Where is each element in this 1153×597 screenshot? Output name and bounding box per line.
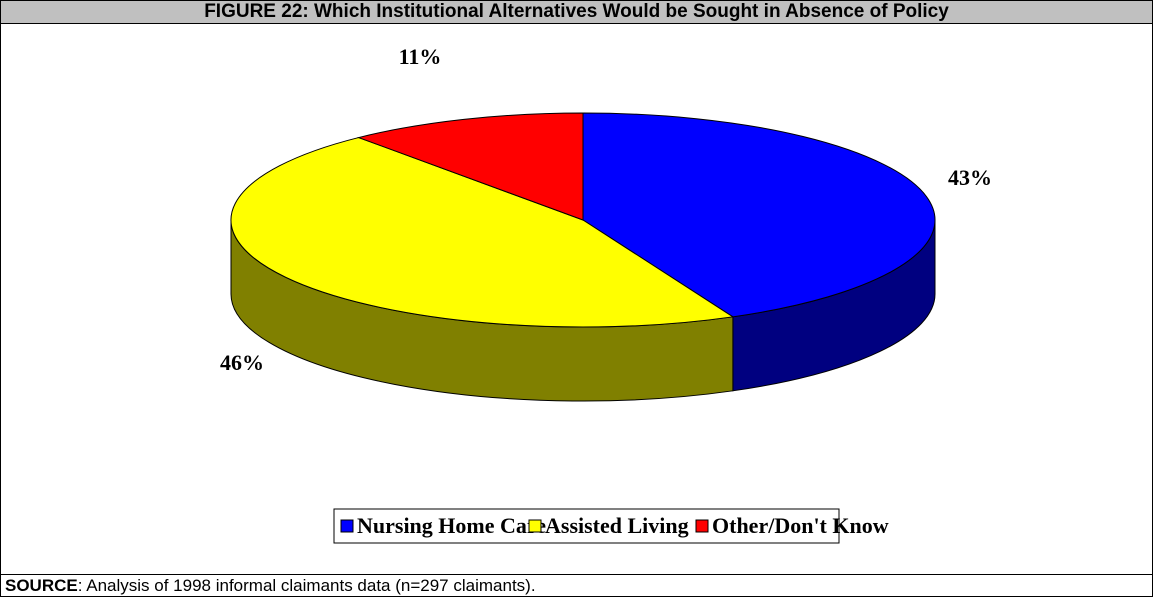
- figure-title: FIGURE 22: Which Institutional Alternati…: [1, 1, 1152, 24]
- data-label-other-don-t-know: 11%: [399, 44, 442, 69]
- legend-swatch-nursing-home-care: [340, 519, 354, 533]
- source-text: : Analysis of 1998 informal claimants da…: [77, 576, 536, 595]
- legend-swatch-other-don-t-know: [695, 519, 709, 533]
- legend-swatch-assisted-living: [528, 519, 542, 533]
- data-label-assisted-living: 46%: [220, 350, 264, 375]
- source-note: SOURCE: Analysis of 1998 informal claima…: [5, 576, 536, 596]
- legend-label-other-don-t-know: Other/Don't Know: [712, 513, 889, 538]
- pie-slice-other-don-t-know: [356, 112, 584, 221]
- pie-slice-assisted-living: [230, 137, 735, 328]
- legend-label-nursing-home-care: Nursing Home Care: [357, 513, 546, 538]
- data-label-nursing-home-care: 43%: [948, 165, 992, 190]
- pie-slice-nursing-home-care: [582, 112, 936, 318]
- chart-area: 43% 46% 11% Nursing Home Care Assisted Livin…: [1, 24, 1152, 575]
- source-label: SOURCE: [5, 576, 78, 595]
- legend-label-assisted-living: Assisted Living: [545, 513, 689, 538]
- legend-box: [333, 508, 840, 544]
- pie-tops: [230, 112, 936, 328]
